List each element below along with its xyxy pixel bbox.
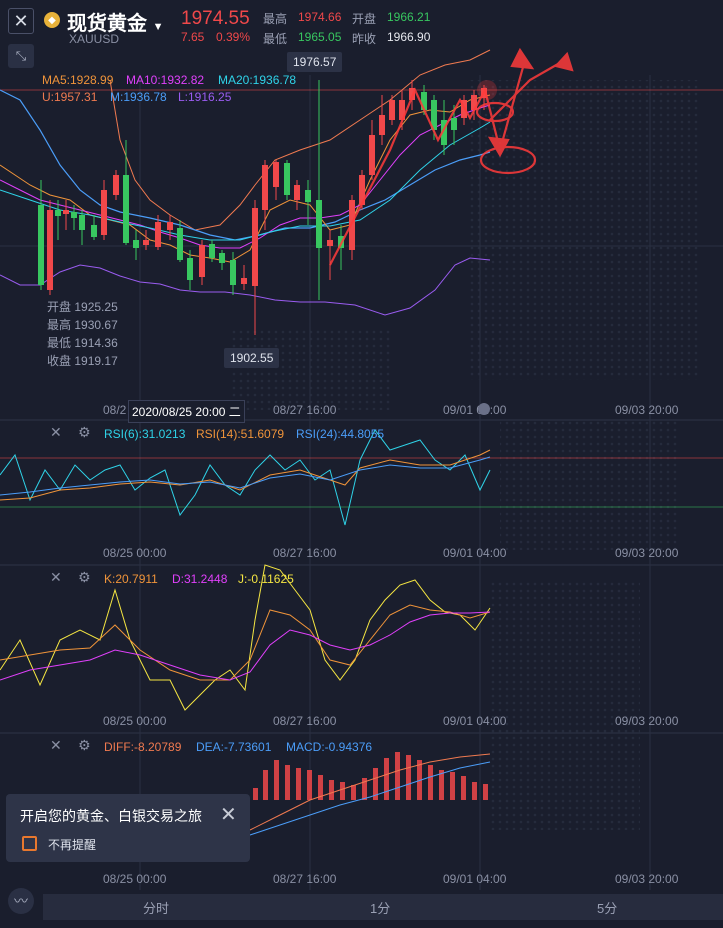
chart-type-icon[interactable]: 〰 <box>8 888 34 914</box>
tab-5min[interactable]: 5分 <box>597 901 618 916</box>
ma10-line <box>0 104 491 249</box>
caret-down-icon: ▼ <box>152 21 164 33</box>
high-price-tag: 1976.57 <box>287 52 343 72</box>
scroll-handle[interactable] <box>478 403 490 415</box>
x-axis-label: 09/03 20:00 <box>615 403 679 417</box>
tab-timeshare[interactable]: 分时 <box>143 901 170 916</box>
open-value: 1966.21 <box>387 10 431 24</box>
ma5-legend: MA5:1928.99 <box>42 73 114 87</box>
x-axis-label: 09/03 20:00 <box>615 714 679 728</box>
instrument-title[interactable]: 现货黄金 ▼ <box>67 13 164 35</box>
price-change-pct: 0.39% <box>216 30 251 44</box>
d-legend: D:31.2448 <box>172 572 228 586</box>
kdj-lines <box>0 564 491 711</box>
x-axis-label: 09/01 04:00 <box>443 714 507 728</box>
boll-lower-line <box>0 257 491 316</box>
x-axis-label: 08/25 00:00 <box>103 714 167 728</box>
rsi6-legend: RSI(6):31.0213 <box>104 427 186 441</box>
close-icon[interactable]: ✕ <box>220 804 237 826</box>
promo-popup: 开启您的黄金、白银交易之旅 ✕ 不再提醒 <box>6 794 250 862</box>
macd-histogram <box>253 752 488 800</box>
rsi24-legend: RSI(24):44.8055 <box>296 427 385 441</box>
settings-icon[interactable]: ⚙ <box>78 569 91 585</box>
high-value: 1974.66 <box>298 10 342 24</box>
x-axis-label: 09/01 04:00 <box>443 546 507 560</box>
candlesticks <box>38 80 487 335</box>
rsi-lines <box>0 429 491 526</box>
popup-title: 开启您的黄金、白银交易之旅 <box>20 808 202 824</box>
settings-icon[interactable]: ⚙ <box>78 424 91 440</box>
x-axis-label: 09/01 04:00 <box>443 403 507 417</box>
x-axis-label: 08/27 16:00 <box>273 714 337 728</box>
collapse-icon[interactable]: ⤡ <box>8 44 34 68</box>
dont-remind-checkbox[interactable] <box>22 836 37 851</box>
instrument-symbol: XAUUSD <box>69 32 120 46</box>
prev-close-label: 昨收 <box>352 32 377 46</box>
ma20-legend: MA20:1936.78 <box>218 73 297 87</box>
annotation-arrows <box>329 47 574 266</box>
rsi14-legend: RSI(14):51.6079 <box>196 427 285 441</box>
ma10-legend: MA10:1932.82 <box>126 73 205 87</box>
x-axis-label: 09/03 20:00 <box>615 872 679 886</box>
dea-legend: DEA:-7.73601 <box>196 740 272 754</box>
settings-icon[interactable]: ⚙ <box>78 737 91 753</box>
timeframe-tabs: 分时 1分 5分 <box>43 894 723 920</box>
prev-close-value: 1966.90 <box>387 30 431 44</box>
boll-lower-legend: L:1916.25 <box>178 90 232 104</box>
x-axis-label: 08/27 16:00 <box>273 403 337 417</box>
close-panel-icon[interactable]: ✕ <box>50 424 62 440</box>
ohlc-readout: 开盘 1925.25 最高 1930.67 最低 1914.36 收盘 1919… <box>47 300 118 368</box>
close-panel-icon[interactable]: ✕ <box>50 737 62 753</box>
open-label: 开盘 <box>352 12 377 26</box>
k-legend: K:20.7911 <box>104 572 158 586</box>
dont-remind-label[interactable]: 不再提醒 <box>48 838 97 852</box>
coin-icon: ◆ <box>44 12 60 28</box>
x-axis-label: 08/25 00:00 <box>103 546 167 560</box>
macd-lines <box>249 753 491 836</box>
crosshair-time-tag: 2020/08/25 20:00 二 <box>128 400 245 423</box>
x-axis-label: 08/25 00:00 <box>103 872 167 886</box>
close-button[interactable]: ✕ <box>8 8 34 34</box>
low-label: 最低 <box>263 32 288 46</box>
ma5-line <box>0 94 491 263</box>
high-label: 最高 <box>263 12 288 26</box>
low-price-tag: 1902.55 <box>224 348 280 368</box>
tab-1min[interactable]: 1分 <box>370 901 391 916</box>
x-axis-label: 09/03 20:00 <box>615 546 679 560</box>
boll-mid-legend: M:1936.78 <box>110 90 167 104</box>
j-legend: J:-0.11625 <box>238 572 294 586</box>
x-axis-label: 08/2 <box>103 403 127 417</box>
diff-legend: DIFF:-8.20789 <box>104 740 182 754</box>
x-axis-label: 08/27 16:00 <box>273 546 337 560</box>
x-axis-label: 08/27 16:00 <box>273 872 337 886</box>
current-price: 1974.55 <box>181 8 250 29</box>
x-axis-label: 09/01 04:00 <box>443 872 507 886</box>
low-value: 1965.05 <box>298 30 342 44</box>
boll-upper-legend: U:1957.31 <box>42 90 98 104</box>
close-panel-icon[interactable]: ✕ <box>50 569 62 585</box>
macd-legend: MACD:-0.94376 <box>286 740 373 754</box>
price-change: 7.65 <box>181 30 205 44</box>
